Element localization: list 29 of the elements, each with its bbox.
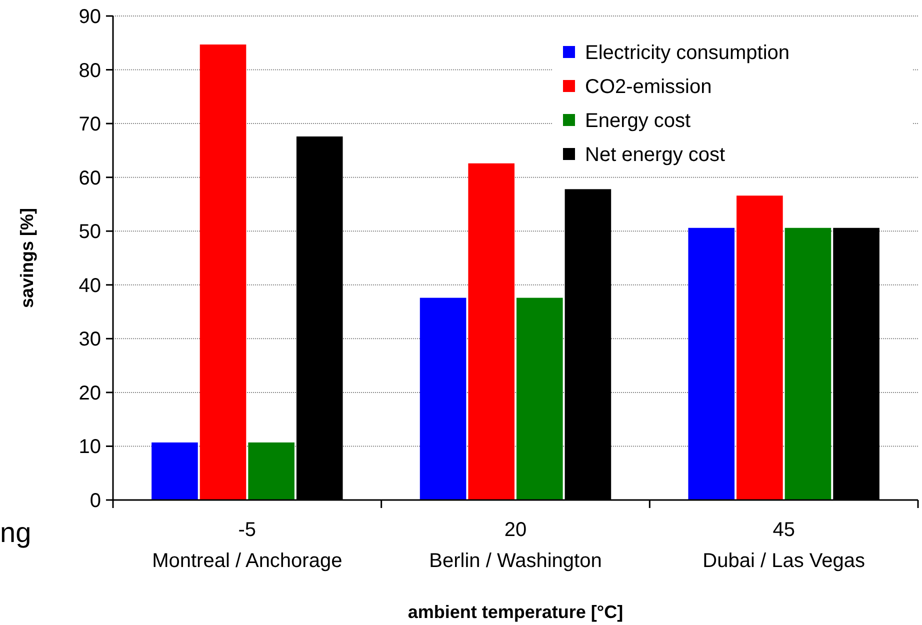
bar <box>516 298 563 500</box>
x-axis-title: ambient temperature [°C] <box>408 602 624 622</box>
bar <box>468 163 514 500</box>
x-tick-label: 20 Berlin / Washington <box>429 519 602 572</box>
bar <box>688 228 735 500</box>
y-tick-label: 90 <box>78 6 101 28</box>
y-tick-label: 50 <box>78 221 101 244</box>
bar <box>152 442 198 500</box>
x-tick-label: -5 Montreal / Anchorage <box>152 519 342 572</box>
x-tick-label: 45 Dubai / Las Vegas <box>702 519 866 572</box>
legend-label: Electricity consumption <box>585 42 790 64</box>
y-tick-label: 70 <box>78 114 101 136</box>
bar <box>248 442 294 500</box>
bar <box>420 298 466 500</box>
y-tick-label: 30 <box>78 328 101 351</box>
bar <box>200 44 246 500</box>
legend-label: Energy cost <box>585 110 692 132</box>
legend-label: Net energy cost <box>585 144 726 166</box>
bar <box>736 196 783 500</box>
legend-label: CO2-emission <box>585 76 712 98</box>
y-tick-label: 20 <box>78 382 101 404</box>
text: ng <box>0 517 32 548</box>
bar <box>784 228 832 500</box>
y-axis-title: savings [%] <box>17 208 37 308</box>
y-tick-label: 60 <box>78 167 101 190</box>
y-tick-label: 10 <box>78 436 101 458</box>
y-tick-label: 40 <box>78 274 101 297</box>
y-tick-label: 80 <box>78 60 101 82</box>
y-tick-label: 0 <box>90 490 101 512</box>
